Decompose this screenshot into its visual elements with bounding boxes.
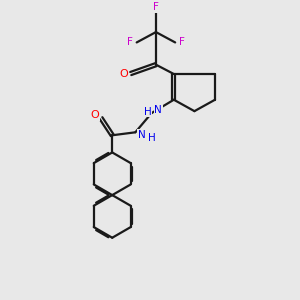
Text: F: F <box>127 38 133 47</box>
Text: O: O <box>91 110 99 120</box>
Text: H: H <box>148 133 155 142</box>
Text: O: O <box>120 68 129 79</box>
Text: N: N <box>138 130 146 140</box>
Text: F: F <box>179 38 184 47</box>
Text: N: N <box>154 105 162 115</box>
Text: H: H <box>144 106 152 117</box>
Text: F: F <box>153 2 159 13</box>
